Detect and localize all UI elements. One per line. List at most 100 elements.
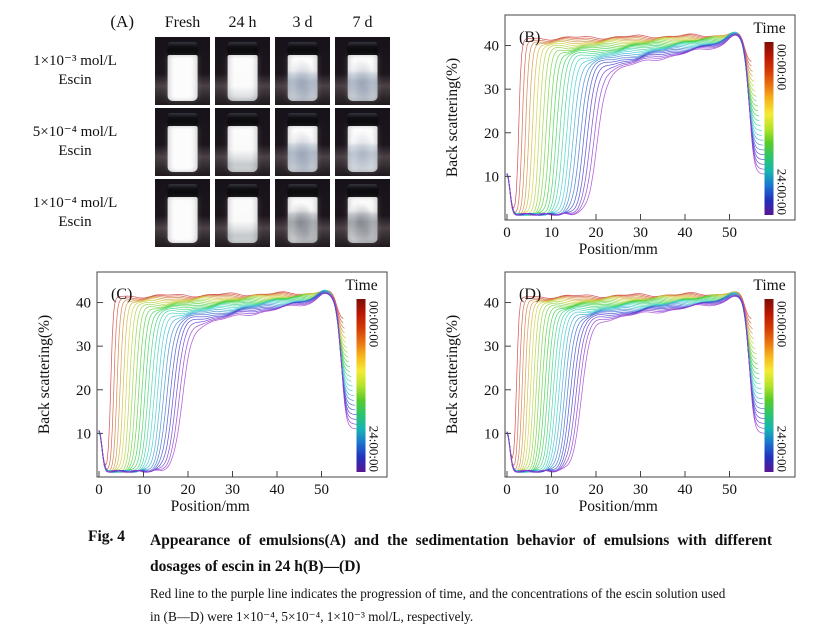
- vial-cap: [347, 113, 378, 126]
- scan-curve: [506, 33, 756, 216]
- y-tick-label: 10: [484, 426, 499, 442]
- vial-photo: [155, 37, 210, 105]
- backscattering-plot: 0 10 20 30 40 50 10 20 30 40 Position/mm Back scatt…: [444, 271, 796, 515]
- x-tick-label: 40: [678, 225, 693, 241]
- scan-curve: [506, 34, 766, 216]
- column-header-24-h: 24 h: [228, 14, 257, 31]
- vial-body: [287, 54, 318, 101]
- scan-curve: [506, 33, 757, 216]
- y-tick-label: 40: [76, 296, 91, 312]
- scan-curve: [506, 32, 760, 216]
- vial-body: [347, 125, 378, 172]
- panel-c-chart: 0 10 20 30 40 50 10 20 30 40 Position/mm Back scatt…: [17, 257, 417, 519]
- scan-curve: [506, 294, 765, 473]
- scan-curve: [506, 34, 766, 216]
- colorbar-start-label: 00:00:00: [775, 301, 790, 347]
- colorbar-start-label: 00:00:00: [367, 301, 382, 347]
- vial: [347, 113, 378, 172]
- vial-photo: [275, 179, 330, 247]
- colorbar-start-label: 00:00:00: [775, 44, 790, 90]
- scan-curve: [506, 292, 756, 473]
- x-tick-label: 10: [544, 482, 559, 498]
- x-tick-label: 30: [633, 225, 648, 241]
- x-tick-label: 50: [314, 482, 329, 498]
- x-tick-label: 0: [95, 482, 103, 498]
- x-tick-label: 50: [722, 225, 737, 241]
- panel-label: (D): [519, 286, 541, 303]
- time-series-curves: [506, 31, 769, 216]
- row-label-line: 5×10⁻⁴ mol/L: [32, 124, 118, 140]
- time-series-curves: [98, 289, 358, 473]
- plot-frame: [504, 271, 796, 478]
- figure-caption: Fig. 4 Appearance of emulsions(A) and th…: [88, 528, 772, 628]
- x-axis-title: Position/mm: [579, 241, 658, 258]
- scan-curve: [506, 294, 769, 473]
- scan-curve: [506, 33, 759, 216]
- vial-body: [347, 54, 378, 101]
- vial-body: [167, 54, 198, 101]
- scan-curve: [506, 292, 755, 473]
- vial-body: [227, 196, 258, 243]
- x-tick-label: 40: [678, 482, 693, 498]
- vial-photo: [155, 108, 210, 176]
- row-label-line: 1×10⁻⁴ mol/L: [32, 195, 118, 211]
- vial: [347, 42, 378, 101]
- x-tick-label: 50: [722, 482, 737, 498]
- panel-d-chart: 0 10 20 30 40 50 10 20 30 40 Position/mm Back scatt…: [425, 257, 825, 519]
- scan-curve: [506, 33, 759, 216]
- vial-photo: [335, 108, 390, 176]
- scan-curve: [98, 291, 348, 473]
- vial-cap: [347, 42, 378, 55]
- scan-curve: [98, 291, 351, 473]
- scan-curve: [506, 32, 760, 216]
- caption-note-line2: in (B—D) were 1×10⁻⁴, 5×10⁻⁴, 1×10⁻³ mol…: [150, 609, 474, 624]
- time-colorbar: [764, 42, 774, 215]
- y-axis-title: Back scattering(%): [444, 58, 461, 177]
- vial-photo: [215, 179, 270, 247]
- scan-curve: [506, 293, 759, 473]
- vial-photo: [335, 179, 390, 247]
- y-tick-label: 20: [76, 383, 91, 399]
- column-header-7-d: 7 d: [352, 14, 373, 31]
- column-header-fresh: Fresh: [164, 14, 201, 31]
- row-label-line: 1×10⁻³ mol/L: [33, 53, 117, 69]
- scan-curve: [506, 32, 752, 209]
- scan-curve: [506, 292, 752, 460]
- x-tick-label: 40: [270, 482, 285, 498]
- row-label-concentration: 5×10⁻⁴ mol/L Escin: [0, 108, 150, 176]
- x-tick-label: 0: [503, 482, 511, 498]
- scan-curve: [506, 33, 769, 216]
- vial-body: [287, 125, 318, 172]
- vial-cap: [227, 184, 258, 197]
- colorbar-title: Time: [345, 277, 377, 294]
- scan-curve: [98, 292, 358, 473]
- vial-cap: [287, 184, 318, 197]
- vial-body: [287, 196, 318, 243]
- vial: [227, 42, 258, 101]
- y-tick-label: 10: [484, 169, 499, 185]
- y-tick-label: 20: [484, 383, 499, 399]
- y-tick-label: 30: [76, 339, 91, 355]
- panel-label: (B): [519, 29, 540, 46]
- backscattering-plot: 0 10 20 30 40 50 10 20 30 40 Position/mm Back scatt…: [444, 14, 796, 258]
- time-colorbar: [764, 299, 774, 472]
- vial-cap: [167, 184, 198, 197]
- y-axis-title: Back scattering(%): [36, 315, 53, 434]
- scan-curve: [506, 33, 757, 216]
- plot-frame: [96, 271, 388, 478]
- row-label-line: Escin: [58, 72, 92, 88]
- caption-note: Red line to the purple line indicates th…: [88, 582, 772, 628]
- vial: [167, 113, 198, 172]
- caption-title-row: Fig. 4 Appearance of emulsions(A) and th…: [88, 528, 772, 580]
- vial: [287, 113, 318, 172]
- caption-title: Appearance of emulsions(A) and the sedim…: [150, 532, 772, 575]
- colorbar-title: Time: [753, 20, 785, 37]
- vial-body: [227, 54, 258, 101]
- x-axis-title: Position/mm: [171, 498, 250, 515]
- colorbar-title: Time: [753, 277, 785, 294]
- scan-curve: [98, 289, 353, 473]
- vial-photo: [335, 37, 390, 105]
- y-tick-label: 40: [484, 39, 499, 55]
- vial-cap: [287, 113, 318, 126]
